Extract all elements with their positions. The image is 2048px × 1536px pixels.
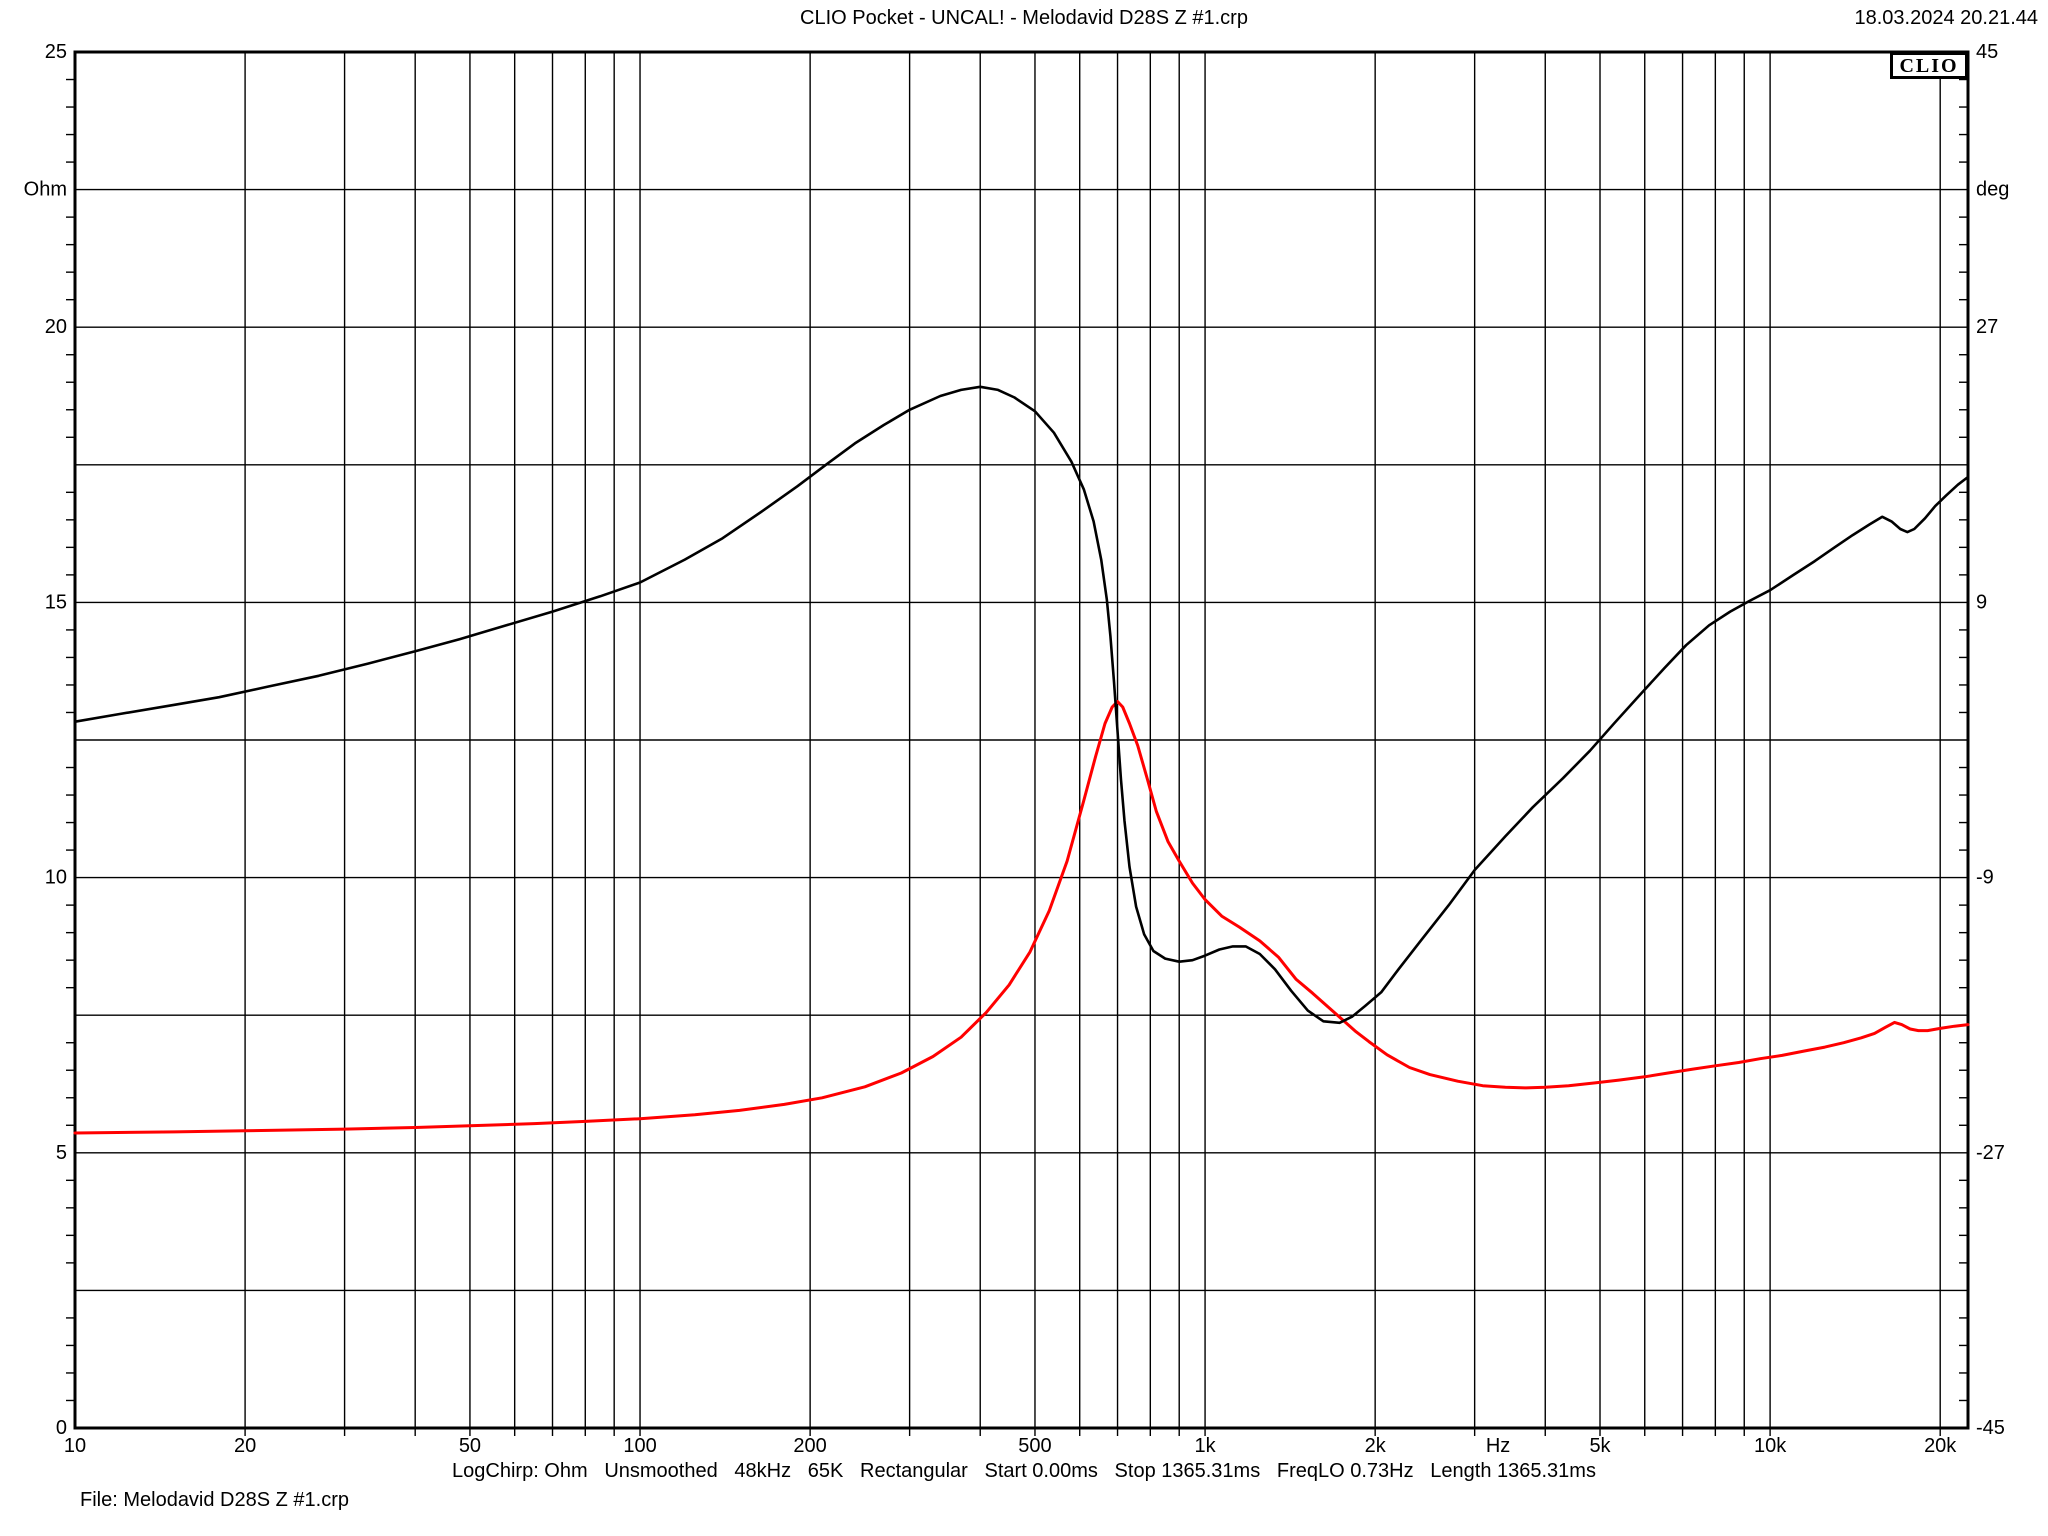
y-right-axis-label: 45 bbox=[1976, 41, 1998, 63]
datetime: 18.03.2024 20.21.44 bbox=[1854, 7, 2038, 29]
x-axis-label: Hz bbox=[1486, 1435, 1510, 1457]
y-left-axis-label: 0 bbox=[56, 1417, 67, 1439]
x-axis-label: 10 bbox=[64, 1435, 86, 1457]
y-right-axis-label: 9 bbox=[1976, 591, 1987, 613]
x-axis-label: 20k bbox=[1924, 1435, 1957, 1457]
measurement-params: LogChirp: Ohm Unsmoothed 48kHz 65K Recta… bbox=[452, 1460, 1596, 1482]
y-left-axis-label: 20 bbox=[45, 316, 67, 338]
file-name: File: Melodavid D28S Z #1.crp bbox=[80, 1489, 350, 1511]
y-right-axis-label: deg bbox=[1976, 179, 2009, 201]
clio-logo: CLIO bbox=[1890, 52, 1968, 79]
page-title: CLIO Pocket - UNCAL! - Melodavid D28S Z … bbox=[800, 7, 1248, 29]
clio-logo-text: CLIO bbox=[1899, 54, 1959, 77]
plot-border bbox=[73, 50, 1970, 1430]
x-axis-label: 2k bbox=[1365, 1435, 1387, 1457]
y-left-axis-label: Ohm bbox=[24, 179, 67, 201]
y-right-axis-label: -9 bbox=[1976, 867, 1994, 889]
curve-phase-deg bbox=[73, 385, 1970, 1025]
y-right-axis-label: -27 bbox=[1976, 1142, 2005, 1164]
y-right-axis-label: 27 bbox=[1976, 316, 1998, 338]
curve-impedance-magnitude-ohm bbox=[73, 700, 1970, 1135]
y-left-axis-label: 5 bbox=[56, 1142, 67, 1164]
x-axis-label: 5k bbox=[1589, 1435, 1611, 1457]
y-left-axis-label: 10 bbox=[45, 867, 67, 889]
x-axis-label: 20 bbox=[234, 1435, 256, 1457]
y-right-axis-label: -45 bbox=[1976, 1417, 2005, 1439]
x-axis-label: 200 bbox=[793, 1435, 826, 1457]
y-left-axis-label: 25 bbox=[45, 41, 67, 63]
x-axis-label: 1k bbox=[1195, 1435, 1217, 1457]
y-left-axis-label: 15 bbox=[45, 591, 67, 613]
x-axis-label: 10k bbox=[1754, 1435, 1787, 1457]
x-axis-label: 500 bbox=[1018, 1435, 1051, 1457]
x-axis-label: 100 bbox=[623, 1435, 656, 1457]
x-axis-label: 50 bbox=[459, 1435, 481, 1457]
